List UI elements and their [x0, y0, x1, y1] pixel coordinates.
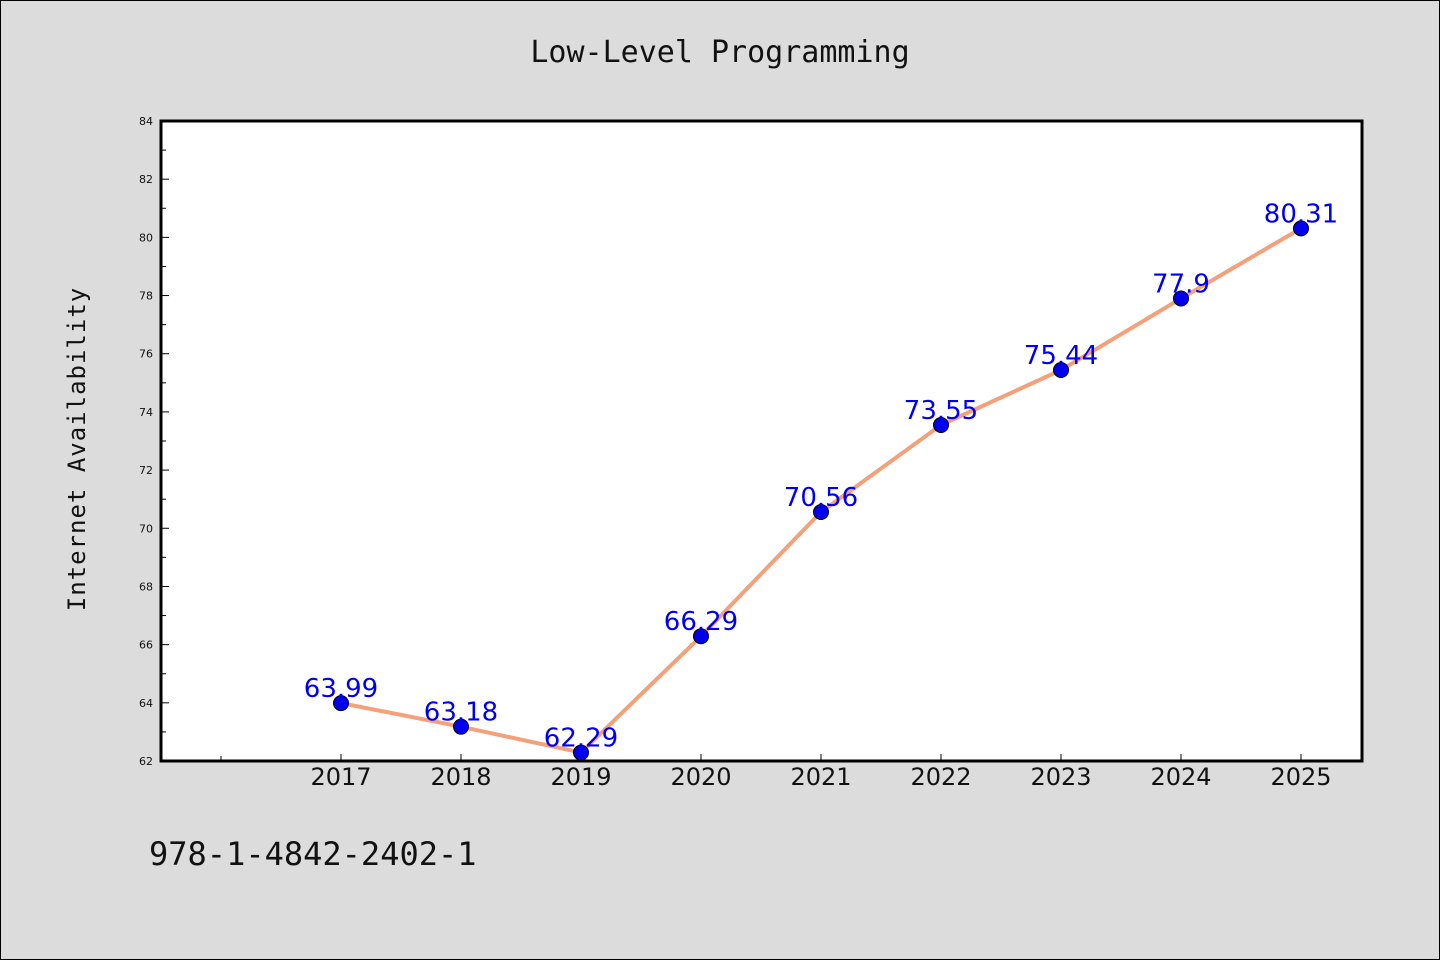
- data-label: 80.31: [1264, 199, 1338, 229]
- data-label: 63.18: [424, 698, 498, 728]
- data-label: 75.44: [1024, 341, 1098, 371]
- x-tick-label: 2021: [790, 763, 851, 791]
- chart-title: Low-Level Programming: [530, 35, 910, 70]
- y-tick-label: 82: [139, 173, 153, 186]
- data-point: [813, 503, 829, 520]
- x-axis: 2017 2018 2019 2020 2021 2022 2023 2024 2025: [220, 754, 1332, 791]
- y-tick-label: 72: [139, 464, 153, 477]
- y-tick-label: 68: [139, 580, 153, 593]
- x-tick-label: 2022: [910, 763, 971, 791]
- plot-area: [159, 119, 1364, 763]
- x-tick-label: 2023: [1030, 763, 1091, 791]
- data-point: [453, 718, 469, 735]
- data-point: [573, 744, 589, 761]
- y-tick-label: 66: [139, 639, 153, 652]
- y-tick-label: 64: [139, 697, 153, 710]
- x-tick-label: 2018: [430, 763, 491, 791]
- data-point: [333, 695, 349, 712]
- x-tick-label: 2020: [670, 763, 731, 791]
- y-tick-label: 84: [139, 115, 153, 128]
- data-point: [1293, 220, 1309, 237]
- y-tick-label: 76: [139, 348, 153, 361]
- data-label: 66.29: [664, 607, 738, 637]
- data-point: [933, 417, 949, 433]
- y-tick-label: 62: [139, 755, 153, 768]
- y-tick-label: 80: [139, 231, 153, 244]
- data-label: 63.99: [304, 674, 378, 704]
- data-label: 70.56: [784, 483, 858, 513]
- x-tick-label: 2017: [310, 763, 371, 791]
- x-tick-label: 2019: [550, 763, 611, 791]
- data-point: [1053, 362, 1069, 379]
- footer-code: 978-1-4842-2402-1: [149, 835, 477, 873]
- data-point: [693, 628, 709, 645]
- x-tick-label: 2025: [1270, 763, 1331, 791]
- y-tick-label: 78: [139, 290, 153, 303]
- data-label: 77.9: [1152, 269, 1210, 299]
- data-label: 62.29: [544, 724, 618, 754]
- y-tick-label: 70: [139, 522, 153, 535]
- y-tick-label: 74: [139, 406, 153, 419]
- x-tick-label: 2024: [1150, 763, 1211, 791]
- data-label: 73.55: [904, 396, 978, 426]
- data-point: [1173, 290, 1189, 307]
- y-axis: 62 64 66 68 70 72 74 76 78 80 82 84: [139, 115, 169, 768]
- series-layer: 63.99 63.18 62.29 66.29 70.56 73.55 75.44 77.9 8…: [304, 199, 1338, 761]
